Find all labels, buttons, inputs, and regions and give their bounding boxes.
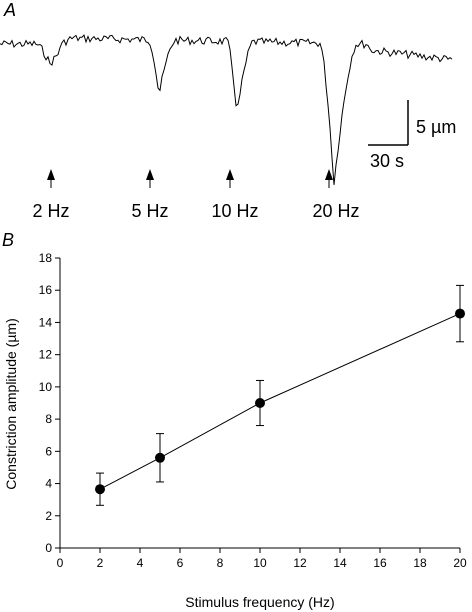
y-tick-label: 12	[39, 348, 53, 362]
stimulus-10hz: 10 Hz	[211, 169, 259, 221]
y-tick-label: 4	[45, 477, 52, 491]
stimulus-5hz: 5 Hz	[131, 169, 169, 221]
stimulus-label-20hz: 20 Hz	[312, 201, 359, 221]
x-tick-label: 16	[373, 556, 387, 570]
stimulus-arrow-icon	[226, 169, 234, 180]
scale-bar: 5 µm 30 s	[368, 100, 456, 171]
x-tick-label: 14	[333, 556, 347, 570]
y-tick-label: 0	[45, 541, 52, 555]
diameter-trace	[0, 34, 453, 185]
x-tick-label: 20	[453, 556, 467, 570]
stimulus-label-10hz: 10 Hz	[211, 201, 258, 221]
x-axis-title: Stimulus frequency (Hz)	[185, 594, 334, 610]
data-point	[155, 452, 165, 463]
x-tick-label: 6	[177, 556, 184, 570]
y-tick-label: 8	[45, 412, 52, 426]
x-tick-label: 2	[97, 556, 104, 570]
y-tick-label: 10	[39, 380, 53, 394]
data-point	[455, 308, 465, 319]
y-axis-title: Constriction amplitude (µm)	[3, 318, 19, 489]
scale-bar-vertical-label: 5 µm	[416, 117, 456, 137]
constriction-chart: Stimulus frequency (Hz) Constriction amp…	[3, 251, 467, 610]
stimulus-arrow-icon	[47, 169, 55, 180]
y-tick-label: 16	[39, 283, 53, 297]
panel-b-label: B	[2, 230, 14, 250]
y-tick-label: 6	[45, 444, 52, 458]
y-tick-label: 2	[45, 509, 52, 523]
stimulus-2hz: 2 Hz	[32, 169, 70, 221]
series-line	[99, 313, 461, 490]
x-tick-label: 10	[253, 556, 267, 570]
panel-a: A 5 µm 30 s 2 Hz 5 Hz 10 Hz 20 Hz	[0, 0, 456, 221]
stimulus-20hz: 20 Hz	[312, 169, 360, 221]
panel-a-label: A	[3, 0, 16, 20]
x-tick-label: 4	[137, 556, 144, 570]
panel-b: B Stimulus frequency (Hz) Constriction a…	[2, 230, 467, 610]
stimulus-label-2hz: 2 Hz	[32, 201, 69, 221]
scale-bar-horizontal-label: 30 s	[370, 151, 404, 171]
x-tick-label: 18	[413, 556, 427, 570]
y-tick-label: 18	[39, 251, 53, 265]
stimulus-arrow-icon	[325, 169, 333, 180]
y-tick-label: 14	[39, 315, 53, 329]
data-point	[95, 484, 105, 495]
x-tick-label: 8	[217, 556, 224, 570]
data-point	[255, 398, 265, 408]
stimulus-label-5hz: 5 Hz	[131, 201, 168, 221]
x-tick-label: 0	[57, 556, 64, 570]
stimulus-arrow-icon	[146, 169, 154, 180]
x-tick-label: 12	[293, 556, 307, 570]
